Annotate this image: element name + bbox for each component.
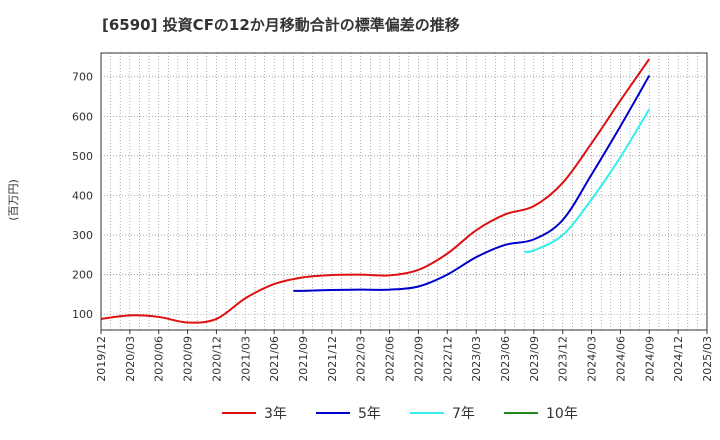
- chart-title: [6590] 投資CFの12か月移動合計の標準偏差の推移: [102, 16, 460, 34]
- x-tick-label: 2023/12: [557, 336, 570, 382]
- legend-label-2: 5年: [358, 406, 381, 422]
- y-tick-label: 600: [72, 110, 93, 123]
- x-tick-label: 2023/06: [499, 336, 512, 382]
- x-tick-label: 2024/12: [672, 336, 685, 382]
- plot-area: [101, 53, 707, 330]
- series-lines: [100, 58, 651, 324]
- x-tick-label: 2021/12: [326, 336, 339, 382]
- x-tick-label: 2022/06: [384, 336, 397, 382]
- y-tick-label: 500: [72, 150, 93, 163]
- x-tick-label: 2020/06: [153, 336, 166, 382]
- series-line-1: [100, 58, 651, 324]
- x-tick-label: 2023/03: [470, 336, 483, 382]
- grid-lines: [100, 53, 708, 330]
- x-tick-label: 2024/03: [586, 336, 599, 382]
- x-axis: 2019/12 2020/03 2020/06 2020/09 2020/12 2021/…: [95, 330, 714, 382]
- x-tick-label: 2022/12: [441, 336, 454, 382]
- x-tick-label: 2021/09: [297, 336, 310, 382]
- x-tick-label: 2019/12: [95, 336, 108, 382]
- series-line-2: [293, 75, 651, 292]
- y-axis-label: (百万円): [7, 179, 20, 221]
- legend: 3年 5年 7年 10年: [222, 406, 578, 422]
- x-tick-label: 2020/12: [210, 336, 223, 382]
- plot-border: [100, 52, 708, 331]
- y-tick-label: 700: [72, 71, 93, 84]
- y-tick-label: 100: [72, 308, 93, 321]
- x-tick-label: 2020/09: [182, 336, 195, 382]
- x-tick-label: 2022/03: [355, 336, 368, 382]
- series-line-3: [524, 108, 651, 254]
- x-tick-label: 2021/03: [239, 336, 252, 382]
- legend-label-1: 3年: [264, 406, 287, 422]
- y-tick-label: 400: [72, 189, 93, 202]
- y-axis: 100 200 300 400 500 600 700: [72, 71, 93, 321]
- x-tick-label: 2020/03: [124, 336, 137, 382]
- y-tick-label: 300: [72, 229, 93, 242]
- x-tick-label: 2023/09: [528, 336, 541, 382]
- legend-label-4: 10年: [546, 406, 578, 422]
- x-tick-label: 2022/09: [412, 336, 425, 382]
- y-tick-label: 200: [72, 269, 93, 282]
- x-tick-label: 2025/03: [701, 336, 714, 382]
- x-tick-label: 2021/06: [268, 336, 281, 382]
- x-tick-label: 2024/06: [614, 336, 627, 382]
- x-tick-label: 2024/09: [643, 336, 656, 382]
- legend-label-3: 7年: [452, 406, 475, 422]
